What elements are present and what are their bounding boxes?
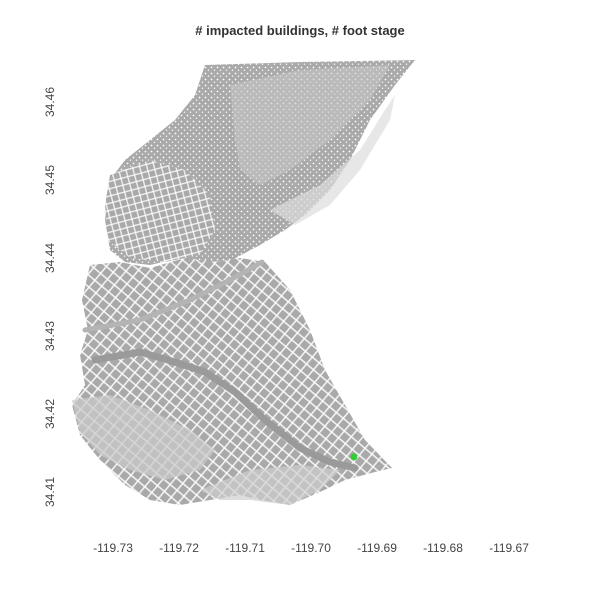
terrain-mesa-hills [72,395,215,480]
y-tick-label: 34.42 [43,398,57,430]
y-tick-label: 34.44 [43,242,57,274]
x-tick-label: -119.73 [93,541,133,555]
terrain-ridge [230,65,390,185]
impacted-building-point [350,453,358,461]
x-tick-label: -119.67 [489,541,529,555]
terrain-highway [82,259,265,333]
terrain-northwest-neighborhood [105,160,215,262]
x-tick-label: -119.68 [423,541,463,555]
y-tick-label: 34.46 [43,86,57,118]
x-tick-label: -119.70 [291,541,331,555]
x-tick-label: -119.72 [159,541,199,555]
y-tick-label: 34.43 [43,320,57,352]
x-tick-label: -119.69 [357,541,397,555]
y-tick-label: 34.45 [43,164,57,196]
impacted-buildings-layer [350,453,358,461]
map-title: # impacted buildings, # foot stage [195,23,405,38]
y-tick-label: 34.41 [43,476,57,508]
terrain-creek-ribbon [91,348,359,472]
x-tick-label: -119.71 [225,541,265,555]
terrain-ridge-band [270,95,395,225]
terrain-south-hills [200,465,340,505]
